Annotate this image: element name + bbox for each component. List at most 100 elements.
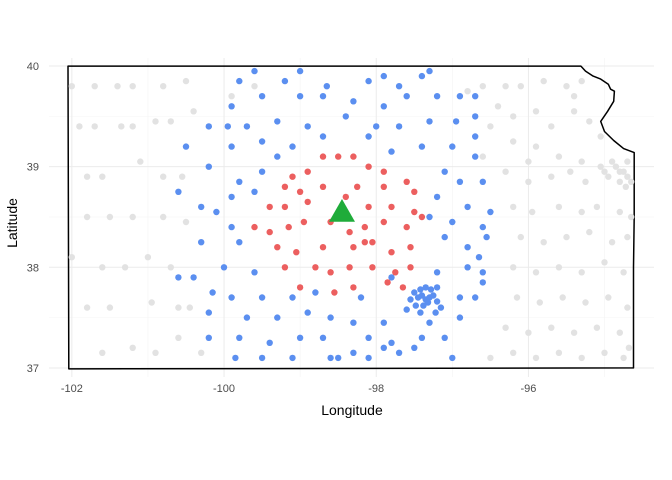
outside-point: [608, 239, 616, 246]
inner-ring-point: [346, 228, 353, 236]
outer-ring-point: [350, 349, 357, 356]
outside-point: [182, 77, 190, 85]
outside-point: [464, 88, 471, 95]
outer-ring-point: [209, 289, 216, 296]
outer-ring-point: [296, 93, 304, 100]
outer-ring-point: [175, 274, 182, 281]
outside-point: [99, 349, 106, 356]
outside-point: [597, 163, 604, 170]
outer-ring-point: [388, 274, 395, 281]
outside-point: [160, 213, 167, 221]
inner-ring-point: [319, 244, 327, 251]
outer-ring-point: [449, 143, 456, 150]
outside-point: [601, 259, 608, 266]
outer-ring-point: [475, 254, 483, 261]
outer-ring-point: [319, 133, 327, 140]
outside-point: [510, 138, 517, 145]
outside-point: [99, 264, 106, 271]
outside-point: [91, 123, 98, 130]
outer-ring-point: [236, 178, 243, 185]
outer-ring-point: [205, 163, 212, 170]
inner-ring-point: [388, 249, 395, 256]
outside-point: [578, 269, 585, 276]
tick-labels: -102 -100 -98 -96 37 38 39 40: [27, 61, 537, 395]
outer-ring-point: [452, 118, 460, 125]
outside-point: [540, 239, 547, 246]
outer-ring-point: [190, 274, 197, 281]
inner-ring-point: [304, 168, 311, 175]
inner-ring-point: [365, 203, 372, 211]
outside-point: [578, 208, 585, 216]
outer-ring-point: [430, 292, 437, 299]
outer-ring-point: [479, 178, 486, 185]
inner-ring-point: [319, 183, 327, 190]
center-marker-triangle: [328, 198, 355, 222]
outside-point: [251, 83, 258, 90]
outer-ring-point: [464, 244, 471, 251]
outer-ring-point: [289, 294, 296, 301]
outer-ring-point: [433, 269, 441, 276]
inner-ring-point: [354, 183, 361, 190]
outside-point: [624, 158, 631, 165]
outer-ring-point: [380, 72, 387, 80]
outside-point: [510, 113, 517, 120]
outer-ring-point: [418, 334, 426, 341]
y-tick-label: 39: [27, 162, 39, 174]
kansas-outline: [67, 65, 635, 370]
inner-ring-point: [296, 188, 304, 195]
inner-ring-point: [392, 269, 399, 276]
outer-ring-point: [487, 208, 494, 216]
outside-point: [175, 334, 182, 341]
outside-points: [68, 77, 635, 362]
outer-ring-point: [472, 113, 479, 120]
outer-ring-point: [418, 72, 426, 80]
outside-point: [517, 233, 524, 241]
outer-ring-point: [456, 93, 464, 100]
outer-ring-point: [220, 264, 228, 271]
outer-ring-point: [395, 349, 403, 356]
inner-ring-point: [274, 244, 281, 251]
outer-ring-point: [441, 334, 448, 341]
outer-ring-point: [395, 123, 403, 130]
outer-ring-point: [258, 294, 266, 301]
outer-ring-point: [412, 302, 419, 309]
outside-point: [167, 118, 174, 125]
outer-ring-point: [243, 314, 251, 321]
outer-ring-point: [342, 113, 349, 120]
outside-point: [536, 299, 543, 306]
outer-ring-point: [424, 299, 432, 306]
outside-point: [502, 168, 509, 175]
inner-ring-point: [335, 153, 342, 160]
outside-point: [597, 133, 604, 140]
outside-point: [129, 344, 136, 351]
outside-point: [137, 158, 144, 165]
outside-point: [510, 349, 517, 356]
outside-point: [148, 299, 155, 306]
outside-point: [83, 304, 91, 311]
outer-ring-point: [388, 339, 395, 346]
outer-ring-point: [335, 354, 342, 362]
outer-ring-point: [319, 334, 327, 341]
outside-point: [620, 168, 627, 175]
outer-ring-point: [464, 264, 471, 271]
outside-point: [175, 304, 182, 311]
outer-ring-point: [327, 354, 334, 362]
outer-ring-point: [426, 319, 433, 326]
outer-ring-point: [251, 188, 258, 195]
outer-ring-point: [296, 334, 304, 341]
inner-ring-point: [369, 239, 376, 246]
inner-ring-point: [411, 208, 418, 216]
outside-point: [624, 304, 631, 311]
outer-ring-point: [472, 294, 479, 301]
outer-ring-point: [357, 294, 365, 301]
outside-point: [578, 158, 585, 165]
x-tick-label: -102: [61, 383, 83, 395]
outside-point: [106, 213, 114, 221]
outer-ring-point: [327, 314, 334, 321]
outside-point: [570, 93, 578, 100]
inner-ring-point: [350, 244, 357, 251]
outer-ring-point: [304, 123, 311, 130]
inner-ring-point: [407, 244, 414, 251]
